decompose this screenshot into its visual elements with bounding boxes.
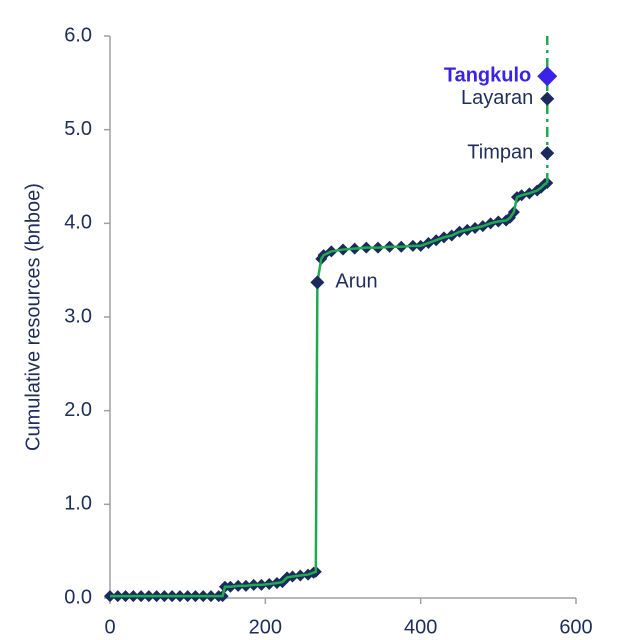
- x-tick-label: 200: [249, 616, 282, 638]
- annotation-label: Arun: [335, 271, 377, 293]
- y-tick-label: 0.0: [64, 586, 92, 608]
- y-tick-label: 5.0: [64, 118, 92, 140]
- x-tick-label: 400: [404, 616, 437, 638]
- annotated-point: [310, 275, 325, 290]
- y-tick-label: 2.0: [64, 399, 92, 421]
- annotation-label: Tangkulo: [444, 65, 531, 87]
- annotated-point: [540, 146, 555, 161]
- annotation-label: Timpan: [467, 141, 533, 163]
- annotated-point: [537, 66, 558, 87]
- y-axis-label: Cumulative resources (bnboe): [22, 183, 44, 451]
- curve: [110, 181, 548, 598]
- y-tick-label: 3.0: [64, 305, 92, 327]
- annotated-point: [540, 91, 555, 106]
- y-tick-label: 1.0: [64, 493, 92, 515]
- y-tick-label: 4.0: [64, 212, 92, 234]
- y-tick-label: 6.0: [64, 24, 92, 46]
- x-tick-label: 600: [559, 616, 592, 638]
- x-tick-label: 0: [104, 616, 115, 638]
- annotation-label: Layaran: [461, 87, 533, 109]
